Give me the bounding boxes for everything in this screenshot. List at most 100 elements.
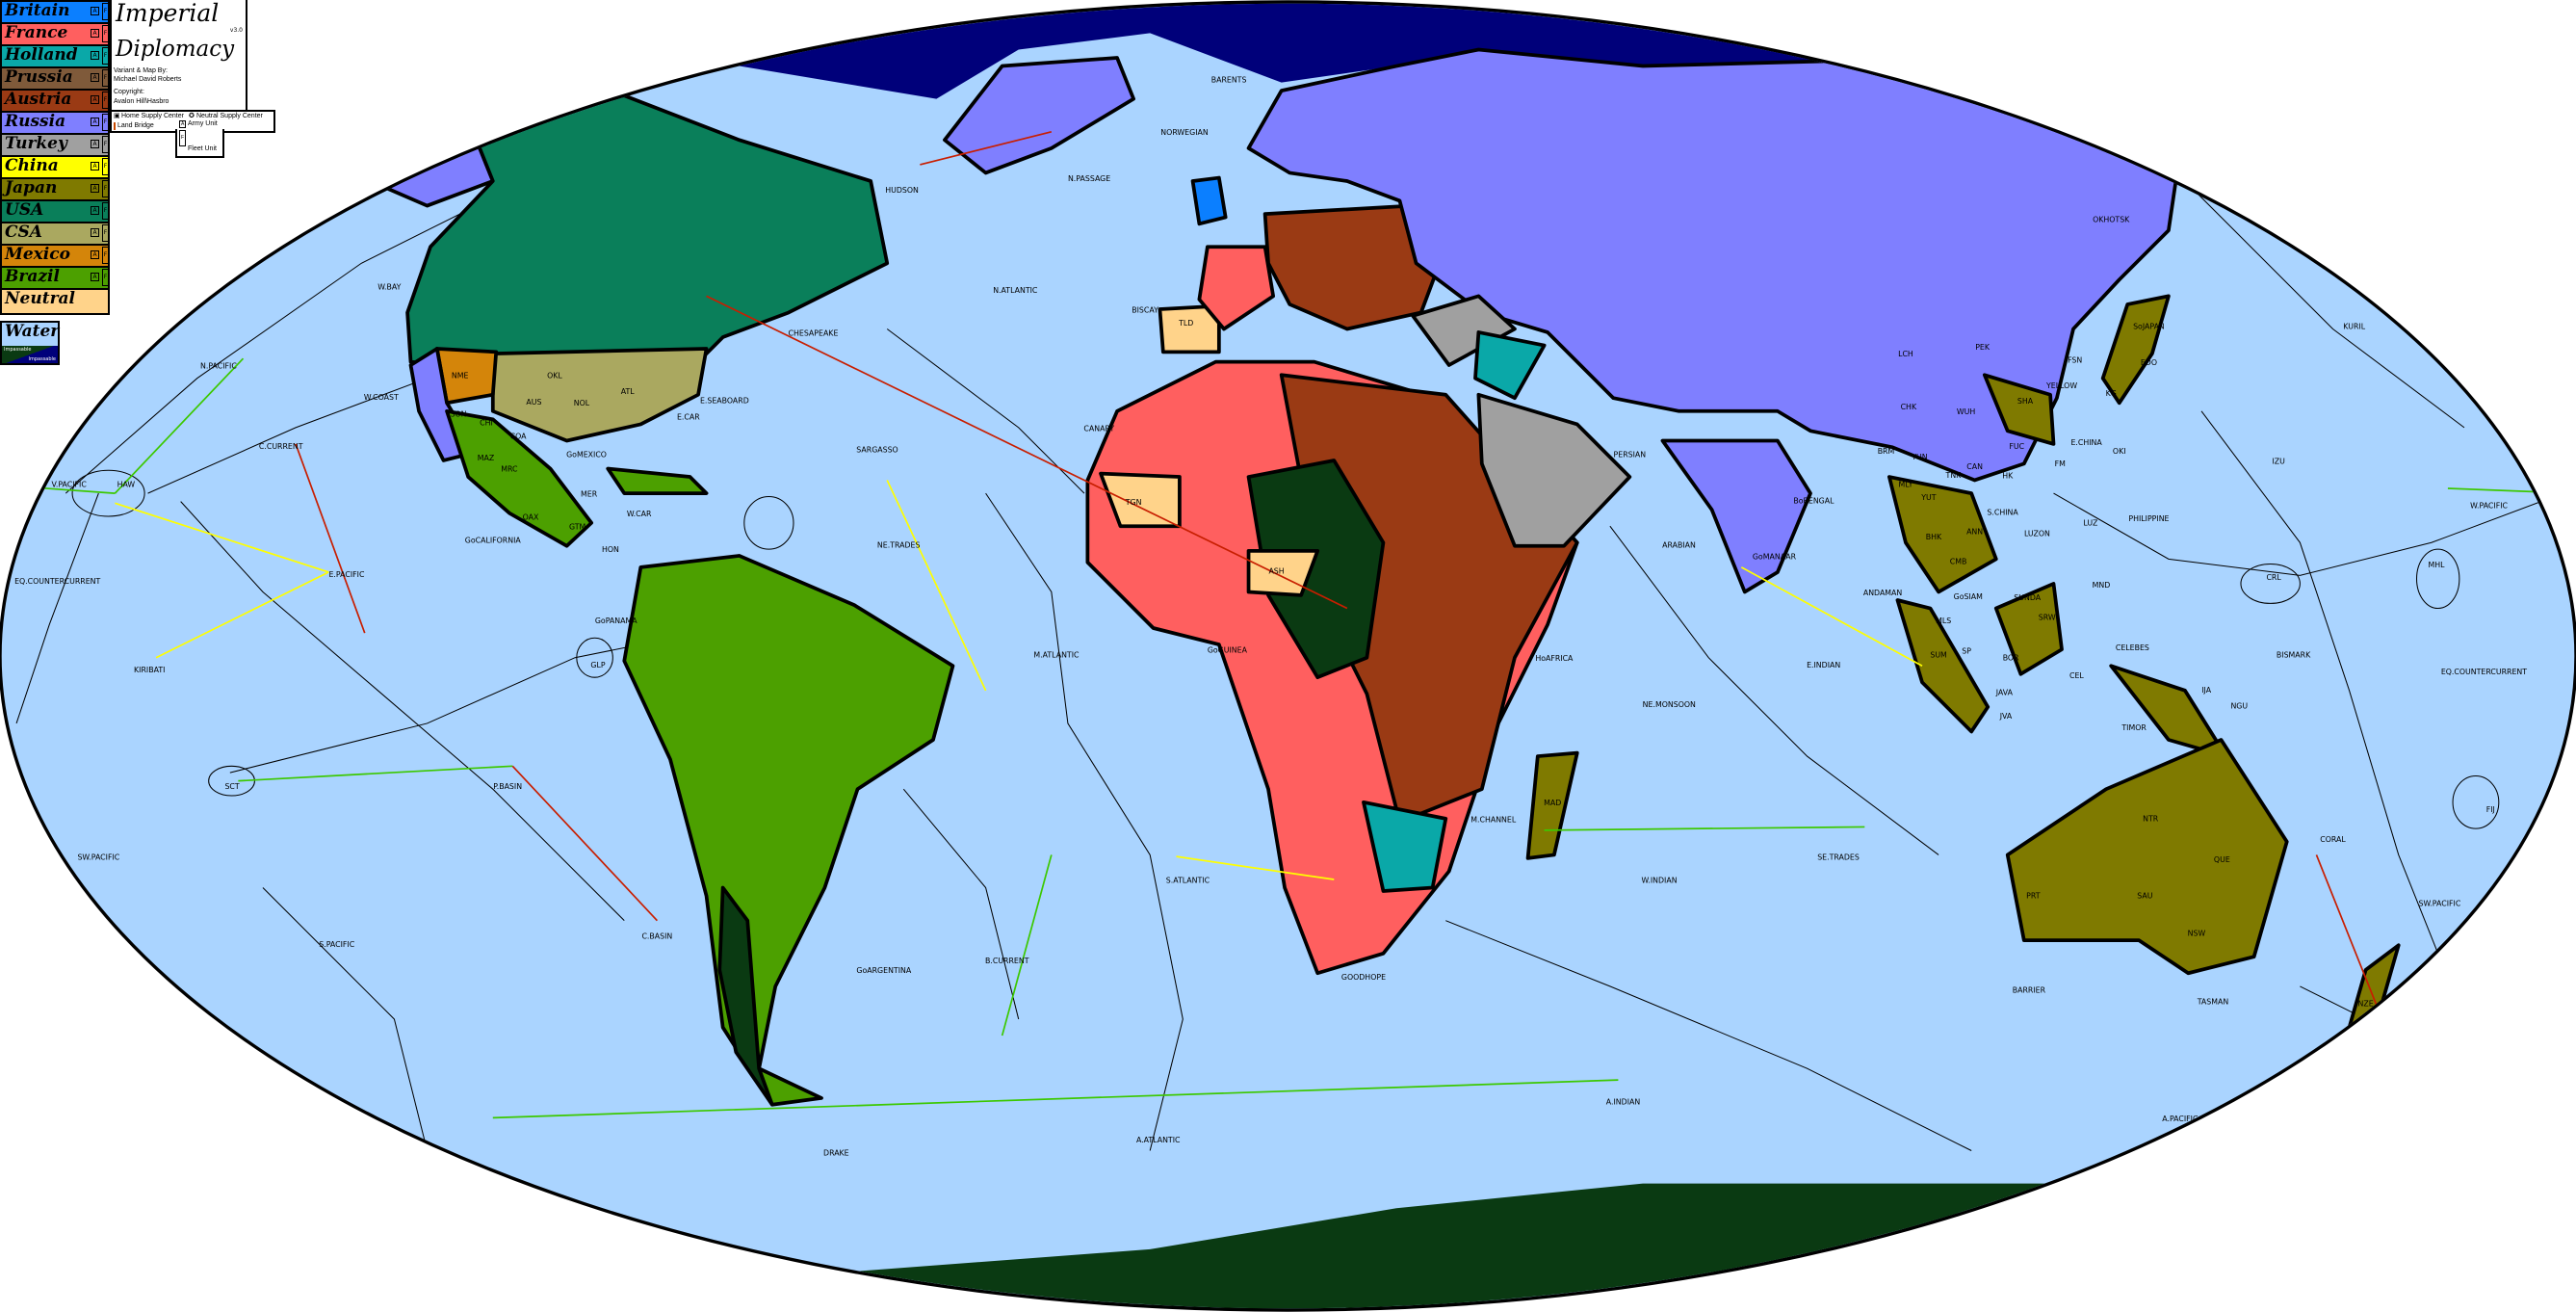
legend-water-label: Water	[5, 322, 60, 341]
territory-japan-sumatra	[1895, 598, 1991, 734]
province-label: SHA	[2017, 397, 2034, 406]
sea-label: GoARGENTINA	[856, 966, 911, 975]
sea-label: JAVA	[1995, 688, 2014, 696]
territory-neutral-ash	[1246, 548, 1320, 597]
legend-power-prussia: Prussia A F	[0, 66, 110, 89]
army-unit-icon: A	[91, 29, 99, 38]
sea-label: C.CURRENT	[259, 442, 303, 451]
sea-label: KIRIBATI	[134, 666, 165, 674]
order-arrow	[155, 571, 329, 659]
legend-power-name: France	[5, 23, 68, 42]
legend-power-name: Turkey	[5, 134, 67, 153]
sea-label: PHILIPPINE	[2128, 514, 2169, 523]
sea-label: W.PACIFIC	[2470, 501, 2508, 510]
title-box: Imperial v3.0 Diplomacy Variant & Map By…	[110, 0, 247, 112]
sea-label: GoCALIFORNIA	[465, 536, 522, 544]
order-arrow	[295, 443, 366, 634]
order-arrow	[1001, 854, 1053, 1036]
copyright-holder: Avalon Hill\Hasbro	[114, 98, 169, 105]
territory-turkey-arabia	[1476, 392, 1632, 548]
province-labels: NME OKL AUS NOL ATL SON CHI COA MAZ MRC OAX MER GTM H…	[117, 319, 2495, 1008]
sea-label: SW.PACIFIC	[2419, 899, 2461, 907]
sea-label: YELLOW	[2045, 381, 2077, 390]
sea-label: E.SEABOARD	[700, 396, 749, 405]
province-label: YUN	[1911, 453, 1928, 461]
province-label: FUC	[2009, 442, 2024, 451]
province-label: OKL	[547, 372, 562, 380]
territory-russia-india	[1660, 438, 1812, 594]
sea-label: CHESAPEAKE	[789, 328, 839, 337]
territory-neutral-iberia	[1158, 303, 1221, 354]
legend-power-japan: Japan A F	[0, 177, 110, 199]
province-label: SON	[450, 410, 466, 419]
order-arrow	[114, 357, 245, 494]
province-label: NZE	[2358, 999, 2374, 1008]
sea-label: IZU	[2273, 457, 2286, 465]
island-group-galapagos	[576, 637, 613, 678]
territory-caribbean	[606, 466, 709, 495]
credit-name: Michael David Roberts	[114, 76, 182, 83]
province-label: CHK	[1901, 403, 1917, 411]
province-label: MHL	[2428, 561, 2445, 569]
province-label: ATL	[621, 387, 636, 396]
title-line-2: Diplomacy	[116, 37, 235, 62]
unit-legend: A Army Unit F Fleet Unit	[175, 120, 224, 158]
sea-label: N.PACIFIC	[200, 361, 237, 370]
legend-power-neutral: Neutral	[0, 288, 110, 315]
fleet-unit-icon: F	[102, 269, 109, 286]
army-unit-icon: A	[91, 273, 99, 281]
sea-label: NORWEGIAN	[1160, 128, 1209, 137]
province-label: GTM	[569, 523, 585, 532]
legend-power-name: Brazil	[5, 267, 60, 286]
army-unit-icon: A	[91, 184, 99, 193]
province-label: CEL	[2069, 671, 2084, 680]
army-unit-icon: A	[91, 140, 99, 148]
sea-label: WESTERLIES	[64, 339, 111, 348]
sea-label: PERSIAN	[1614, 451, 1647, 459]
province-label: WUH	[1957, 407, 1975, 416]
fleet-unit-icon: F	[102, 224, 109, 242]
sea-label: N.PASSAGE	[1068, 174, 1110, 183]
sea-label: BARRIER	[2013, 986, 2046, 995]
sea-label: KURIL	[2343, 323, 2365, 331]
province-label: NME	[452, 372, 469, 380]
order-arrow	[1176, 855, 1335, 880]
legend-power-turkey: Turkey A F	[0, 133, 110, 155]
order-arrow	[238, 765, 513, 782]
legend-power-name: Neutral	[5, 289, 75, 308]
sea-label: C.BASIN	[641, 932, 672, 940]
army-unit-icon: A	[179, 120, 187, 128]
sea-zone-borders	[15, 131, 2563, 1299]
territory-france-europe	[1197, 245, 1276, 331]
province-label: BHK	[1926, 533, 1942, 541]
fleet-unit-label: Fleet Unit	[188, 145, 217, 152]
home-sc-icon: ▣	[114, 113, 120, 119]
legend-impassable-label: Impassable	[4, 347, 32, 353]
sea-label: V.PACIFIC	[51, 480, 87, 488]
legend-power-usa: USA A F	[0, 199, 110, 222]
sea-label: GOODHOPE	[1341, 973, 1386, 982]
legend-power-holland: Holland A F	[0, 44, 110, 66]
copyright-label: Copyright:	[114, 89, 144, 95]
province-label: LUZ	[2083, 519, 2098, 528]
sea-label: E.CAR	[677, 412, 700, 421]
province-label: CHI	[480, 419, 493, 428]
province-label: CRL	[2266, 573, 2281, 582]
legend-power-china: China A F	[0, 155, 110, 177]
province-label: MLY	[1899, 480, 1913, 488]
province-label: PRT	[2026, 891, 2041, 900]
territory-holland-south-africa	[1362, 800, 1448, 893]
sea-label: EQ.COUNTERCURRENT	[2441, 668, 2527, 676]
province-label: GLP	[590, 661, 605, 669]
territory-greenland	[943, 56, 1136, 175]
province-label: FIJ	[2486, 805, 2495, 814]
fleet-unit-icon: F	[179, 130, 187, 146]
island-group-hawaii	[71, 469, 145, 517]
neutral-sc-label: Neutral Supply Center	[196, 113, 263, 119]
province-label: FSN	[2068, 355, 2082, 364]
province-label: TLD	[1178, 319, 1193, 328]
sea-label: S.PACIFIC	[319, 940, 354, 949]
province-label: SCT	[224, 782, 239, 791]
legend-power-name: Japan	[5, 178, 58, 197]
province-label: NOL	[574, 399, 590, 407]
